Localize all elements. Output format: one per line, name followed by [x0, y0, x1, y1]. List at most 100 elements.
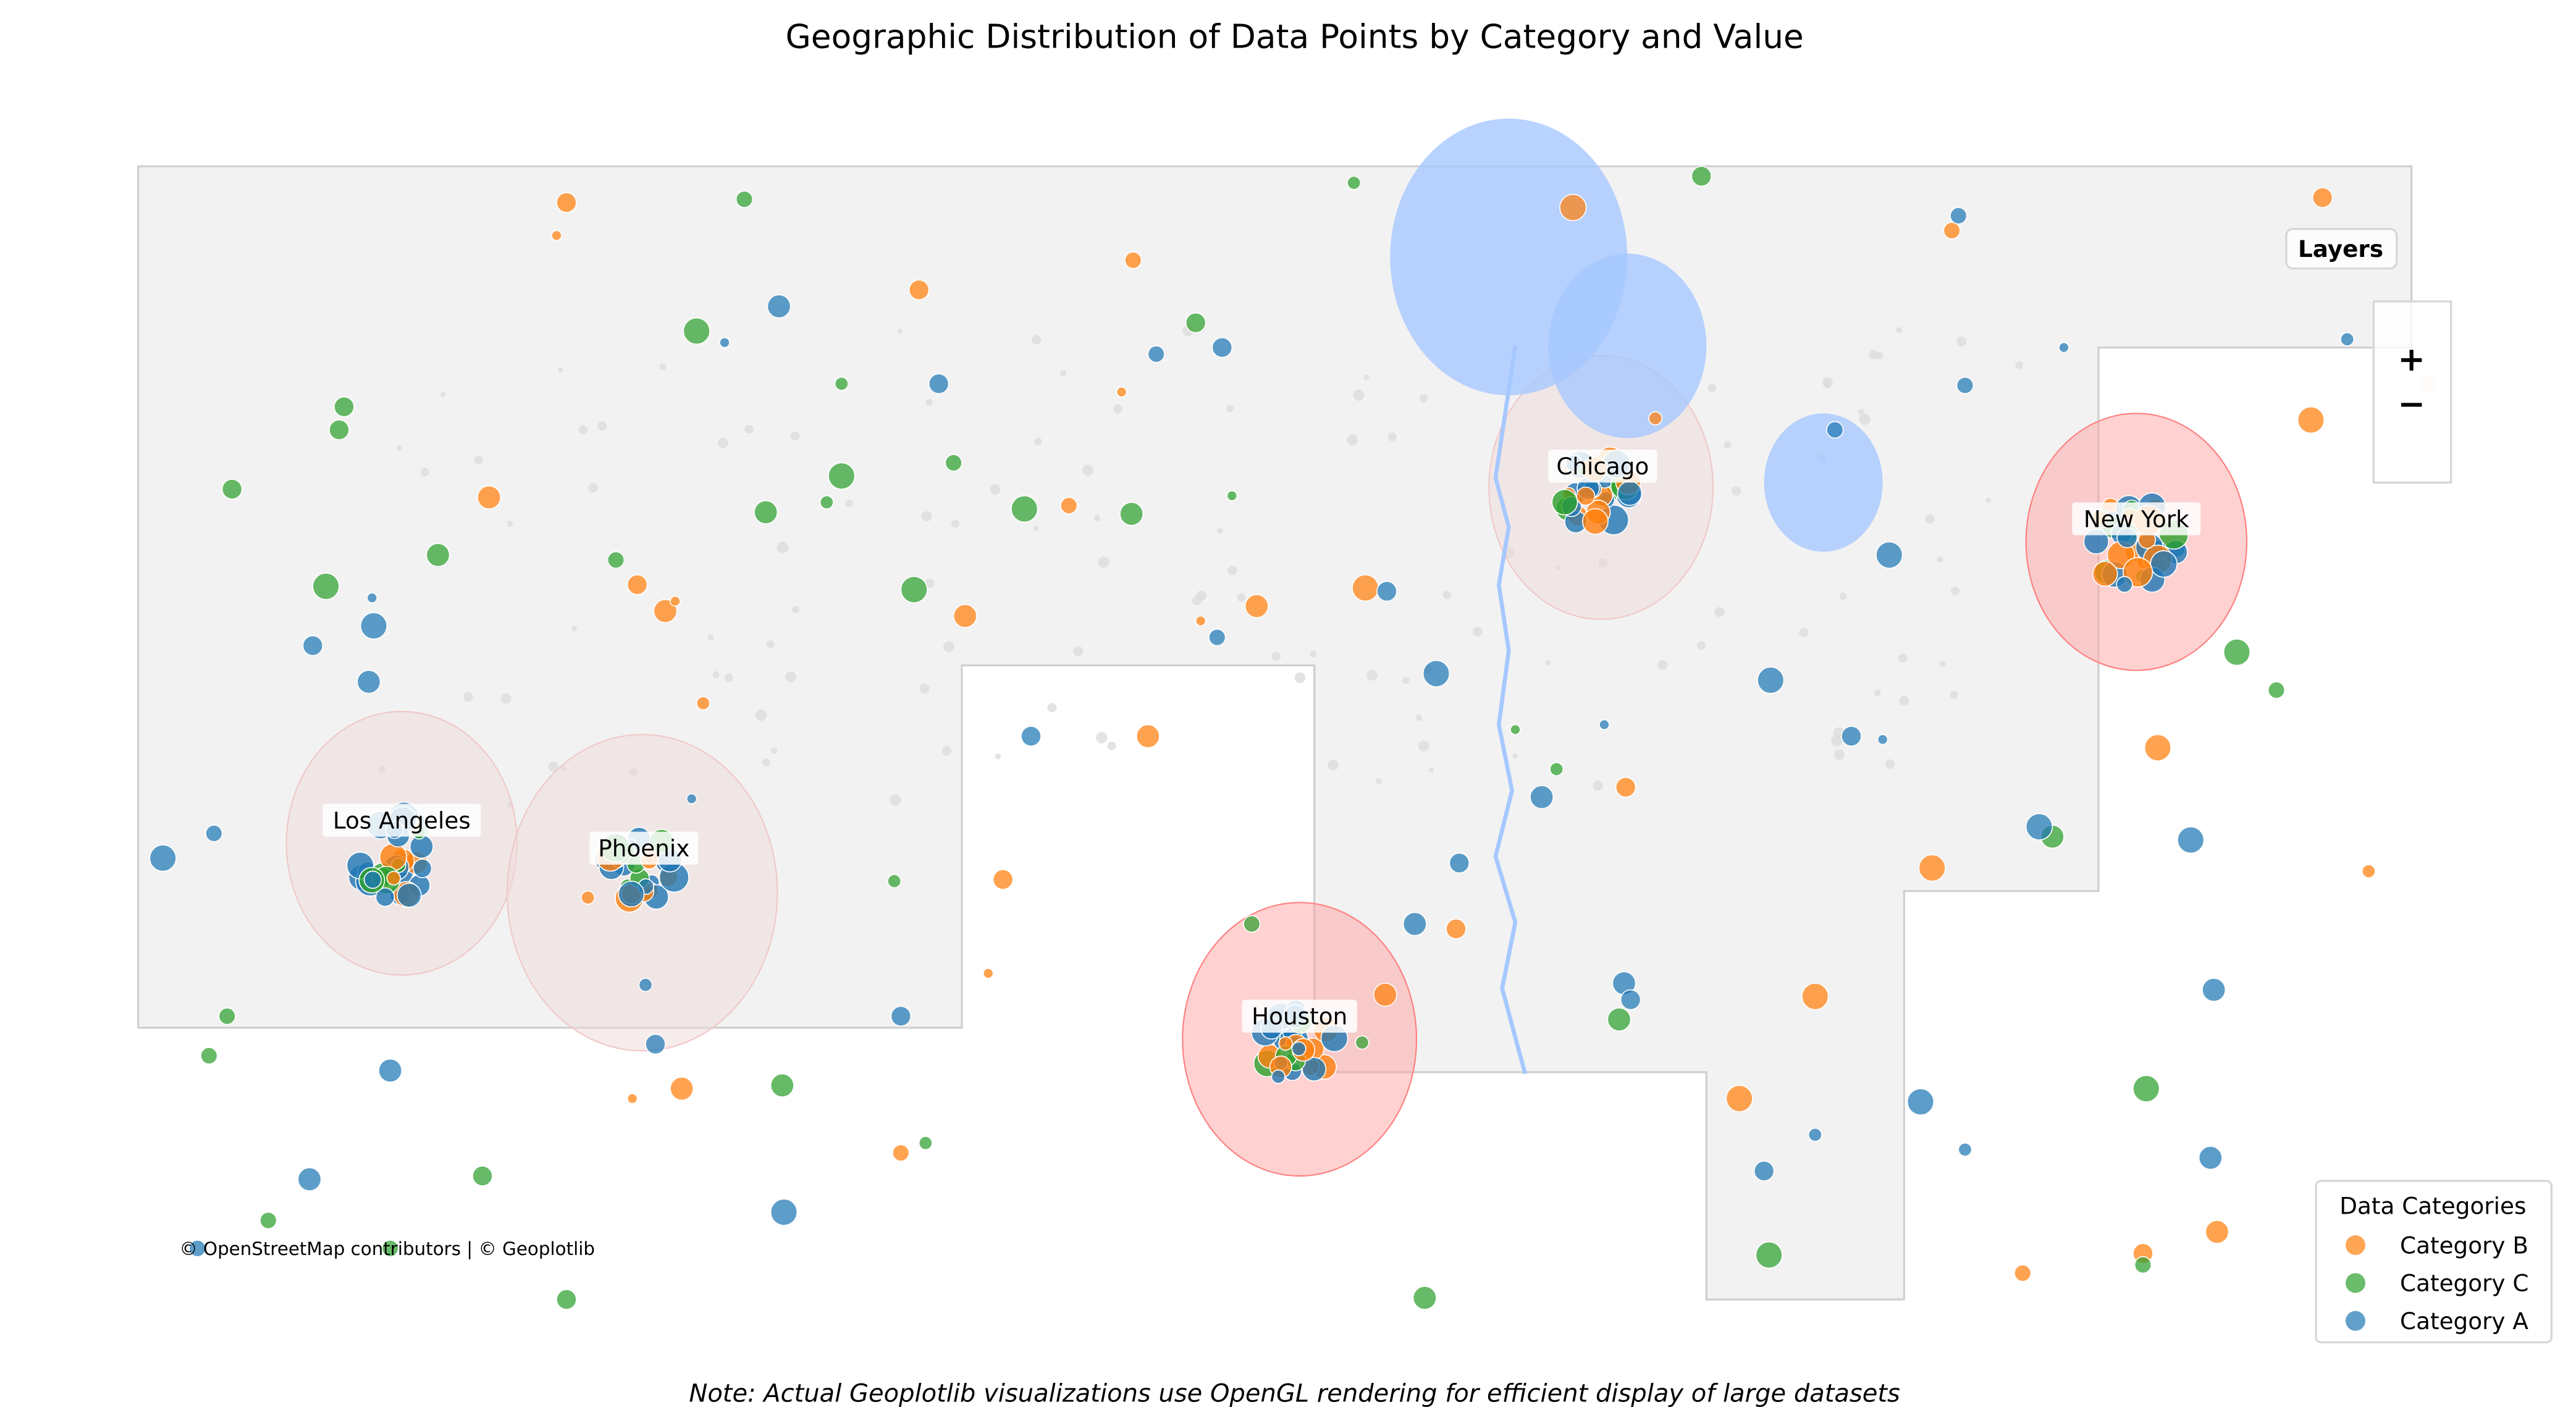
data-point-category-b — [1135, 724, 1160, 749]
data-point-category-c — [1243, 915, 1261, 933]
city-label-los-angeles: Los Angeles — [333, 807, 471, 834]
data-point-category-a — [1956, 376, 1974, 395]
layers-button[interactable]: Layers — [2285, 228, 2398, 270]
data-point-category-c — [1549, 762, 1564, 776]
data-point-category-a — [1906, 1088, 1935, 1116]
data-point-category-b — [670, 595, 681, 607]
legend-label-category-c: Category C — [2400, 1270, 2528, 1297]
data-point-category-c — [1412, 1285, 1437, 1310]
data-point-category-b — [1195, 615, 1206, 627]
data-point-category-c — [770, 1073, 794, 1098]
background-dot — [1073, 646, 1084, 657]
background-dot — [1950, 691, 1958, 699]
data-point-category-a — [366, 592, 378, 603]
data-point-category-a — [1875, 541, 1903, 569]
background-dot — [1869, 350, 1879, 359]
legend-label-category-a: Category A — [2400, 1308, 2528, 1335]
background-dot — [1885, 759, 1895, 769]
data-point-category-a — [1271, 1069, 1286, 1084]
background-dot — [1418, 740, 1429, 752]
city-labels: Los Angeles Phoenix Chicago Houston New … — [322, 450, 2201, 1033]
data-point-category-a — [1402, 912, 1427, 936]
data-point-category-c — [426, 543, 450, 568]
background-dot — [1925, 514, 1935, 524]
background-dot — [548, 762, 559, 772]
zoom-in-button[interactable]: + — [2397, 340, 2425, 379]
background-dot — [925, 398, 933, 406]
data-point-category-b — [1373, 983, 1397, 1007]
data-point-category-b — [992, 869, 1014, 890]
data-point-category-a — [1620, 989, 1641, 1010]
background-dot — [1347, 434, 1358, 446]
data-point-category-a — [1208, 628, 1226, 647]
background-dot — [1512, 753, 1518, 759]
data-point-category-c — [556, 1289, 577, 1310]
background-dot — [1353, 389, 1365, 401]
background-dot — [1937, 556, 1943, 563]
background-dot — [588, 482, 598, 493]
attribution: © OpenStreetMap contributors | © Geoplot… — [179, 1238, 595, 1260]
data-point-category-a — [360, 612, 388, 640]
background-dot — [919, 683, 930, 694]
data-point-category-b — [1352, 574, 1379, 602]
background-dot — [1899, 695, 1909, 706]
background-dot — [1833, 749, 1845, 760]
data-point-category-b — [1559, 193, 1587, 222]
data-point-category-b — [626, 1093, 638, 1104]
data-point-category-a — [302, 635, 324, 657]
footnote: Note: Actual Geoplotlib visualizations u… — [689, 1379, 1900, 1408]
data-point-category-b — [1124, 251, 1142, 269]
legend-title: Data Categories — [2339, 1192, 2526, 1219]
city-label-phoenix: Phoenix — [598, 835, 689, 862]
background-dot — [1033, 526, 1039, 531]
data-point-category-a — [2340, 332, 2355, 346]
data-point-category-b — [477, 485, 502, 510]
background-dot — [1059, 369, 1067, 377]
background-dot — [990, 484, 1001, 495]
data-point-category-c — [834, 376, 849, 391]
data-point-category-c — [329, 419, 350, 440]
data-point-category-c — [607, 551, 625, 569]
water-bodies — [1390, 119, 1883, 552]
background-dot — [578, 425, 588, 435]
background-dot — [1731, 486, 1741, 496]
chart-title: Geographic Distribution of Data Points b… — [785, 17, 1803, 56]
data-point-category-a — [1841, 726, 1862, 747]
background-dot — [1874, 689, 1881, 697]
background-dot — [1363, 374, 1370, 380]
data-point-category-a — [1958, 1142, 1972, 1157]
background-dot — [1034, 437, 1042, 446]
legend-marker-category-a — [2346, 1311, 2365, 1331]
background-dot — [1032, 335, 1042, 345]
background-dot — [1593, 780, 1603, 791]
background-dot — [1858, 408, 1864, 416]
background-dot — [1898, 653, 1908, 663]
data-point-category-a — [2198, 1146, 2223, 1170]
background-dot — [1294, 672, 1306, 683]
lake-3 — [1764, 413, 1883, 552]
background-dot — [921, 511, 932, 522]
background-dot — [1724, 441, 1732, 449]
data-point-category-b — [2297, 406, 2325, 434]
background-dot — [557, 367, 563, 372]
data-point-category-a — [1808, 1127, 1822, 1142]
background-dot — [1082, 464, 1093, 476]
background-dot — [1420, 394, 1428, 403]
data-point-category-c — [1510, 724, 1521, 736]
data-point-category-a — [1950, 207, 1968, 225]
background-dot — [890, 794, 901, 806]
background-dot — [1473, 626, 1483, 637]
data-point-category-b — [653, 598, 678, 623]
data-point-category-b — [1918, 854, 1946, 882]
data-point-category-c — [2134, 1256, 2152, 1274]
background-dot — [762, 758, 770, 766]
zoom-out-button[interactable]: − — [2397, 384, 2425, 423]
data-point-category-c — [1011, 495, 1038, 523]
data-point-category-c — [218, 1007, 236, 1025]
background-dot — [1310, 650, 1317, 658]
background-dot — [1366, 670, 1378, 681]
legend: Data Categories Category B Category C Ca… — [2315, 1180, 2553, 1343]
background-dot — [1375, 778, 1382, 784]
data-point-category-b — [1581, 508, 1609, 535]
